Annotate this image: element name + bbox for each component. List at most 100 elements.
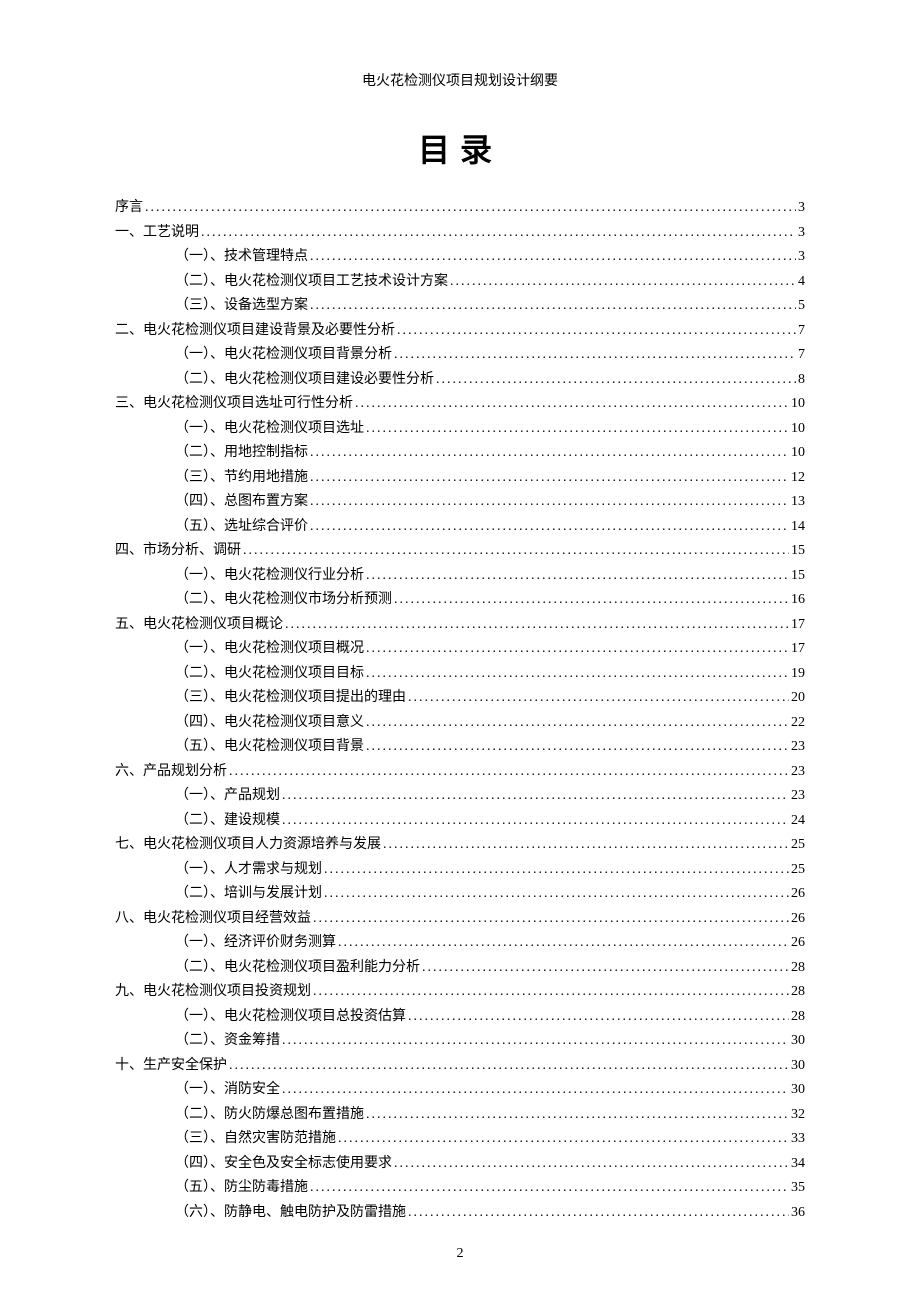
toc-dots — [366, 637, 789, 662]
toc-dots — [366, 564, 789, 589]
toc-page: 26 — [791, 931, 805, 956]
toc-entry: （五）、防尘防毒措施35 — [115, 1176, 805, 1201]
toc-entry: （三）、节约用地措施 12 — [115, 466, 805, 491]
toc-dots — [282, 809, 789, 834]
toc-label: （四）、安全色及安全标志使用要求 — [175, 1152, 392, 1177]
toc-dots — [310, 245, 796, 270]
toc-entry: （一）、消防安全30 — [115, 1078, 805, 1103]
toc-label: （一）、经济评价财务测算 — [175, 931, 336, 956]
toc-dots — [285, 613, 789, 638]
toc-page: 7 — [798, 319, 805, 344]
toc-dots — [422, 956, 789, 981]
toc-dots — [324, 858, 789, 883]
toc-page: 32 — [791, 1103, 805, 1128]
toc-dots — [408, 1005, 789, 1030]
toc-entry: （三）、电火花检测仪项目提出的理由20 — [115, 686, 805, 711]
toc-entry: （三）、设备选型方案5 — [115, 294, 805, 319]
toc-label: （五）、选址综合评价 — [175, 515, 308, 540]
toc-label: （二）、电火花检测仪项目工艺技术设计方案 — [175, 270, 448, 295]
toc-dots — [310, 490, 789, 515]
toc-page: 10 — [791, 392, 805, 417]
toc-entry: （二）、电火花检测仪项目工艺技术设计方案4 — [115, 270, 805, 295]
toc-entry: （一）、电火花检测仪项目概况 17 — [115, 637, 805, 662]
toc-page: 10 — [791, 441, 805, 466]
toc-page: 13 — [791, 490, 805, 515]
toc-label: （一）、人才需求与规划 — [175, 858, 322, 883]
toc-page: 8 — [798, 368, 805, 393]
toc-entry: （二）、电火花检测仪项目目标19 — [115, 662, 805, 687]
toc-entry: （二）、建设规模24 — [115, 809, 805, 834]
toc-entry: （一）、电火花检测仪项目总投资估算 28 — [115, 1005, 805, 1030]
toc-label: 一、工艺说明 — [115, 221, 199, 246]
toc-dots — [394, 343, 796, 368]
toc-label: （一）、技术管理特点 — [175, 245, 308, 270]
toc-label: （五）、防尘防毒措施 — [175, 1176, 308, 1201]
toc-page: 23 — [791, 760, 805, 785]
toc-entry: 十、生产安全保护30 — [115, 1054, 805, 1079]
toc-page: 14 — [791, 515, 805, 540]
toc-page: 16 — [791, 588, 805, 613]
toc-entry: （二）、防火防爆总图布置措施 32 — [115, 1103, 805, 1128]
toc-dots — [229, 1054, 789, 1079]
toc-entry: （一）、电火花检测仪项目选址10 — [115, 417, 805, 442]
toc-page: 3 — [798, 196, 805, 221]
toc-label: （二）、电火花检测仪项目目标 — [175, 662, 364, 687]
toc-page: 12 — [791, 466, 805, 491]
toc-dots — [229, 760, 789, 785]
toc-entry: 三、电火花检测仪项目选址可行性分析 10 — [115, 392, 805, 417]
toc-page: 28 — [791, 1005, 805, 1030]
toc-entry: 六、产品规划分析 23 — [115, 760, 805, 785]
toc-dots — [282, 1029, 789, 1054]
toc-dots — [310, 466, 789, 491]
toc-dots — [338, 931, 789, 956]
toc-label: 九、电火花检测仪项目投资规划 — [115, 980, 311, 1005]
toc-container: 序言3一、工艺说明3（一）、技术管理特点3（二）、电火花检测仪项目工艺技术设计方… — [115, 196, 805, 1225]
toc-dots — [366, 417, 789, 442]
toc-label: （一）、电火花检测仪项目选址 — [175, 417, 364, 442]
toc-dots — [310, 1176, 789, 1201]
toc-page: 28 — [791, 956, 805, 981]
toc-entry: （一）、经济评价财务测算 26 — [115, 931, 805, 956]
toc-page: 15 — [791, 564, 805, 589]
toc-entry: （五）、电火花检测仪项目背景23 — [115, 735, 805, 760]
toc-page: 33 — [791, 1127, 805, 1152]
toc-label: （六）、防静电、触电防护及防雷措施 — [175, 1201, 406, 1226]
toc-entry: （二）、电火花检测仪项目盈利能力分析28 — [115, 956, 805, 981]
toc-label: （四）、总图布置方案 — [175, 490, 308, 515]
toc-label: （三）、节约用地措施 — [175, 466, 308, 491]
toc-page: 26 — [791, 882, 805, 907]
toc-label: （二）、防火防爆总图布置措施 — [175, 1103, 364, 1128]
toc-page: 30 — [791, 1029, 805, 1054]
toc-entry: 八、电火花检测仪项目经营效益26 — [115, 907, 805, 932]
toc-dots — [310, 294, 796, 319]
toc-label: 六、产品规划分析 — [115, 760, 227, 785]
toc-page: 15 — [791, 539, 805, 564]
toc-page: 30 — [791, 1054, 805, 1079]
toc-label: （三）、自然灾害防范措施 — [175, 1127, 336, 1152]
toc-entry: （二）、用地控制指标10 — [115, 441, 805, 466]
page-number: 2 — [457, 1246, 464, 1262]
toc-page: 17 — [791, 637, 805, 662]
toc-entry: （五）、选址综合评价 14 — [115, 515, 805, 540]
toc-page: 3 — [798, 221, 805, 246]
toc-label: （一）、电火花检测仪项目概况 — [175, 637, 364, 662]
toc-entry: （二）、资金筹措30 — [115, 1029, 805, 1054]
toc-dots — [201, 221, 796, 246]
toc-label: （二）、培训与发展计划 — [175, 882, 322, 907]
toc-label: （一）、电火花检测仪项目总投资估算 — [175, 1005, 406, 1030]
toc-dots — [366, 735, 789, 760]
toc-dots — [243, 539, 789, 564]
toc-page: 23 — [791, 784, 805, 809]
toc-dots — [394, 1152, 789, 1177]
toc-entry: （一）、电火花检测仪项目背景分析 7 — [115, 343, 805, 368]
toc-page: 36 — [791, 1201, 805, 1226]
toc-label: （一）、消防安全 — [175, 1078, 280, 1103]
toc-page: 34 — [791, 1152, 805, 1177]
toc-label: （一）、电火花检测仪项目背景分析 — [175, 343, 392, 368]
toc-entry: （四）、总图布置方案 13 — [115, 490, 805, 515]
toc-page: 7 — [798, 343, 805, 368]
toc-dots — [145, 196, 796, 221]
toc-dots — [408, 686, 789, 711]
toc-label: 三、电火花检测仪项目选址可行性分析 — [115, 392, 353, 417]
toc-dots — [338, 1127, 789, 1152]
